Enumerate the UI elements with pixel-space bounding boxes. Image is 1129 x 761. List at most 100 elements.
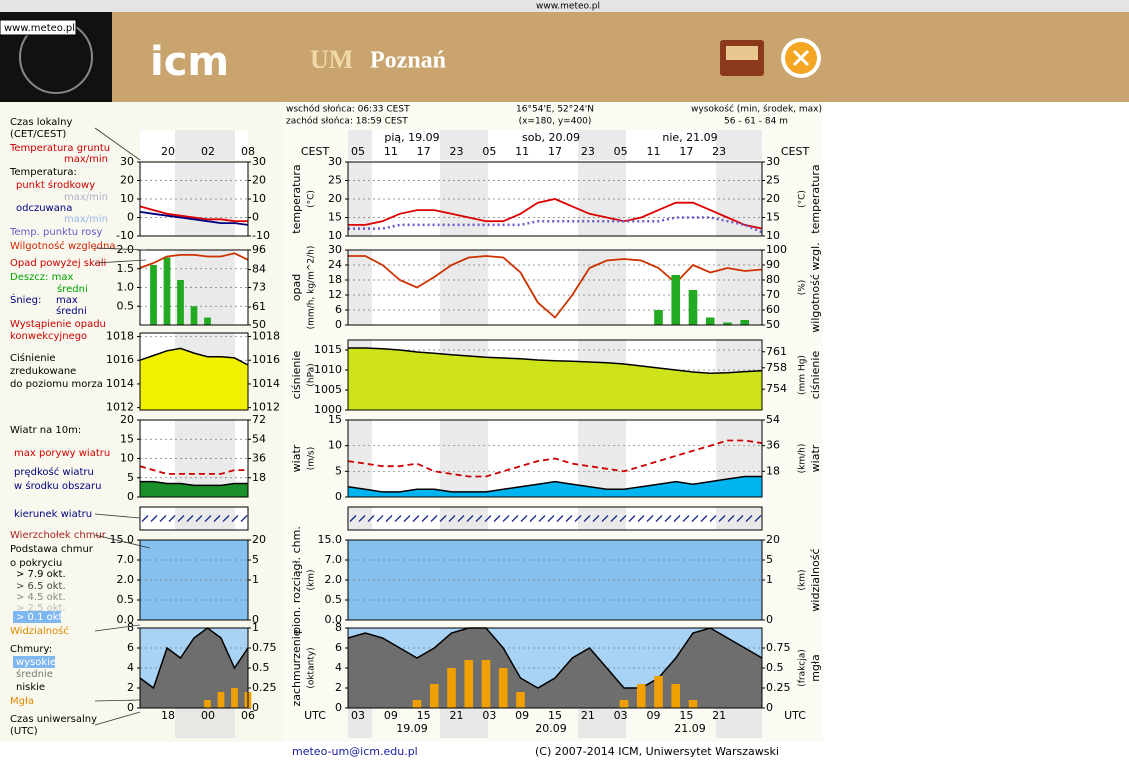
night-stripe (175, 130, 235, 160)
legend-label: Deszcz: max (10, 272, 73, 283)
wind-arrow (394, 515, 402, 522)
tick-label: 54 (252, 432, 266, 445)
night-stripe (578, 708, 626, 738)
tick-label: 10 (252, 192, 266, 205)
tick-label: 1014 (106, 377, 134, 390)
logo: icm (150, 39, 229, 85)
legend-connector (94, 513, 141, 519)
tick-label: 20 (252, 533, 266, 546)
tick-label: 1.5 (117, 262, 135, 275)
wind-arrow (628, 515, 636, 522)
bar (636, 684, 646, 708)
local-hour: 23 (581, 145, 595, 158)
night-stripe (348, 507, 372, 530)
title-um: UM (310, 45, 353, 74)
tick-label: 0 (766, 701, 773, 714)
time-strip (348, 130, 762, 160)
local-hour: 05 (351, 145, 365, 158)
night-stripe (716, 708, 762, 738)
legend-label: Widzialność (10, 625, 69, 637)
tick-label: 20 (252, 174, 266, 187)
wind-arrow (222, 515, 230, 522)
wind-arrow (736, 515, 744, 522)
wind-arrow (592, 515, 600, 522)
legend-label: Mgła (10, 696, 34, 707)
legend-label: Temperatura gruntu (9, 143, 110, 154)
utc-date: 21.09 (674, 722, 706, 735)
bar (498, 668, 508, 708)
email[interactable]: meteo-um@icm.edu.pl (292, 745, 418, 758)
tick-label: 18 (766, 464, 780, 477)
tick-label: 50 (252, 318, 266, 331)
wind-arrow (385, 515, 393, 522)
axis-title: (hPa) (307, 363, 317, 386)
bar (163, 257, 171, 325)
utc-hour: 15 (548, 709, 562, 722)
mini-utc-hour: 18 (161, 709, 175, 722)
legend-label: Wiatr na 10m: (10, 425, 81, 436)
local-hour: 17 (548, 145, 562, 158)
legend-label: wysokie (16, 657, 56, 668)
local-hour: 11 (515, 145, 529, 158)
url: www.meteo.pl (536, 2, 600, 12)
tick-label: 15 (766, 211, 780, 224)
night-stripe (440, 420, 488, 497)
axis-title: zachmurzenie (290, 629, 303, 706)
tick-label: 24 (328, 258, 342, 271)
axis-title: (km) (798, 569, 808, 590)
wind-arrow (439, 515, 447, 522)
wind-arrow (556, 515, 564, 522)
utc-hour: 03 (351, 709, 365, 722)
tick-label: 61 (252, 300, 266, 313)
night-stripe (348, 420, 372, 497)
bar (177, 280, 184, 325)
axis-title: temperatura (809, 164, 822, 233)
bar (447, 668, 456, 708)
legend-label: konwekcyjnego (10, 331, 87, 342)
utc-hour: 09 (384, 709, 398, 722)
axis-title: (oktanty) (307, 647, 317, 688)
tick-label: 0 (252, 701, 259, 714)
tick-label: 30 (252, 155, 266, 168)
wind-arrow (475, 515, 483, 522)
tick-label: 0.5 (117, 593, 135, 606)
tick-label: 15 (328, 413, 342, 426)
night-stripe (578, 250, 626, 325)
tick-label: 1012 (106, 401, 134, 414)
tick-label: 1014 (252, 377, 280, 390)
axis-title: wiatr (809, 444, 822, 472)
legend-label: max porywy wiatru (14, 448, 110, 459)
tick-label: 15 (120, 432, 134, 445)
cest-label: CEST (301, 145, 330, 158)
bar (217, 692, 225, 708)
tick-label: 8 (127, 621, 134, 634)
tick-label: 10 (328, 229, 342, 242)
axis-title: (frakcja) (798, 649, 808, 687)
height-label: wysokość (min, środek, max) (691, 104, 822, 115)
legend-label: Wystąpienie opadu (10, 319, 106, 330)
tick-label: 0.5 (117, 299, 135, 312)
tick-label: 2 (127, 681, 134, 694)
legend-label: średni (56, 305, 87, 317)
tick-label: 6 (335, 641, 342, 654)
header-band (0, 12, 1129, 102)
night-stripe (578, 420, 626, 497)
panel-frame (347, 419, 763, 498)
cest-label: CEST (781, 145, 810, 158)
legend-label: odczuwana (16, 203, 72, 214)
bar (619, 700, 629, 708)
tick-label: 15 (328, 211, 342, 224)
wind-arrow (727, 515, 735, 522)
day-label: nie, 21.09 (662, 131, 717, 144)
tick-label: 4 (335, 661, 342, 674)
legend-label: > 2.5 okt. (16, 603, 66, 614)
axis-title: mgła (809, 654, 822, 682)
bar (688, 290, 698, 325)
panel-frame (347, 506, 763, 531)
grid-point: (x=180, y=400) (519, 117, 592, 127)
night-stripe (440, 130, 488, 160)
tick-label: 54 (766, 413, 780, 426)
tick-label: 30 (328, 155, 342, 168)
tick-label: 2.0 (117, 573, 135, 586)
tick-label: 36 (252, 452, 266, 465)
